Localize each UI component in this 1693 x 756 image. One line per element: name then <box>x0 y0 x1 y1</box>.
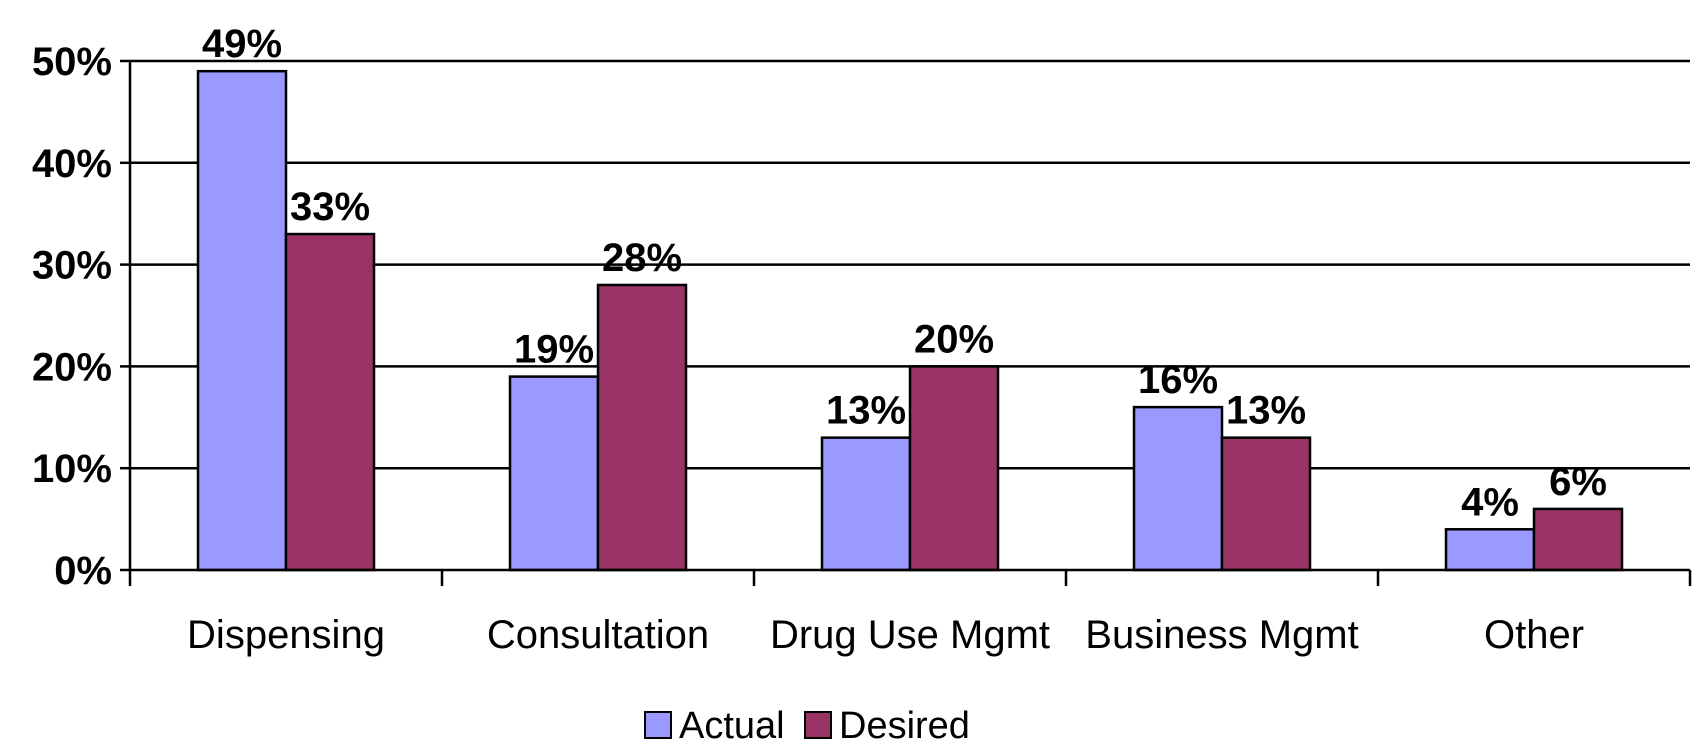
data-label-desired: 6% <box>1549 460 1607 504</box>
bar-desired <box>1220 436 1312 572</box>
bar-desired <box>908 365 1000 572</box>
data-label-desired: 13% <box>1226 389 1306 433</box>
category-label: Business Mgmt <box>1085 613 1358 657</box>
legend-label-actual: Actual <box>679 705 785 747</box>
legend-swatch-actual <box>644 711 672 739</box>
gridlines <box>130 59 1690 470</box>
data-label-actual: 13% <box>826 389 906 433</box>
data-label-desired: 33% <box>290 185 370 229</box>
legend: Actual Desired <box>644 705 970 747</box>
y-tick-label: 40% <box>32 142 112 186</box>
category-label: Drug Use Mgmt <box>770 613 1050 657</box>
data-label-actual: 4% <box>1461 480 1519 524</box>
y-tick-label: 30% <box>32 244 112 288</box>
bar-actual <box>508 375 600 572</box>
bar-desired <box>284 232 376 572</box>
data-label-actual: 16% <box>1138 358 1218 402</box>
data-label-actual: 19% <box>514 328 594 372</box>
data-label-desired: 28% <box>602 236 682 280</box>
bar-actual <box>820 436 912 572</box>
bar-actual <box>196 69 288 572</box>
data-label-actual: 49% <box>202 22 282 66</box>
category-label: Dispensing <box>187 613 385 657</box>
category-label: Other <box>1484 613 1584 657</box>
y-tick-label: 10% <box>32 447 112 491</box>
bars <box>196 69 1624 572</box>
data-labels: 49%19%13%16%4%33%28%20%13%6% <box>202 22 1607 524</box>
bar-desired <box>1532 507 1624 572</box>
axes: 0% 10% 20% 30% 40% 50% Dispensing Consultation D… <box>32 40 1692 657</box>
data-label-desired: 20% <box>914 317 994 361</box>
y-tick-label: 0% <box>54 549 112 593</box>
legend-swatch-desired <box>804 711 832 739</box>
bar-desired <box>596 283 688 572</box>
bar-actual <box>1444 528 1536 572</box>
category-label: Consultation <box>487 613 709 657</box>
legend-label-desired: Desired <box>839 705 970 747</box>
bar-actual <box>1132 405 1224 572</box>
y-tick-label: 20% <box>32 345 112 389</box>
y-tick-label: 50% <box>32 40 112 84</box>
